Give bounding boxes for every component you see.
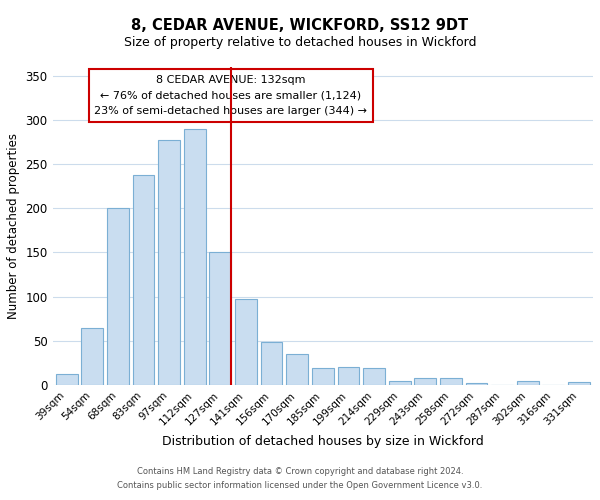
X-axis label: Distribution of detached houses by size in Wickford: Distribution of detached houses by size … [162,435,484,448]
Bar [261,342,283,385]
Bar [440,378,462,385]
Bar [184,129,206,385]
Text: Contains HM Land Registry data © Crown copyright and database right 2024.: Contains HM Land Registry data © Crown c… [137,467,463,476]
Bar [82,328,103,385]
Bar [107,208,129,385]
Bar [235,300,257,385]
Y-axis label: Number of detached properties: Number of detached properties [7,133,20,319]
Bar [517,380,539,385]
Bar [338,368,359,385]
Text: 8 CEDAR AVENUE: 132sqm
← 76% of detached houses are smaller (1,124)
23% of semi-: 8 CEDAR AVENUE: 132sqm ← 76% of detached… [94,75,367,116]
Text: Contains public sector information licensed under the Open Government Licence v3: Contains public sector information licen… [118,481,482,490]
Bar [415,378,436,385]
Text: 8, CEDAR AVENUE, WICKFORD, SS12 9DT: 8, CEDAR AVENUE, WICKFORD, SS12 9DT [131,18,469,32]
Bar [466,383,487,385]
Bar [56,374,77,385]
Bar [286,354,308,385]
Bar [158,140,180,385]
Bar [568,382,590,385]
Bar [209,252,231,385]
Text: Size of property relative to detached houses in Wickford: Size of property relative to detached ho… [124,36,476,49]
Bar [363,368,385,385]
Bar [133,174,154,385]
Bar [312,368,334,385]
Bar [389,380,410,385]
